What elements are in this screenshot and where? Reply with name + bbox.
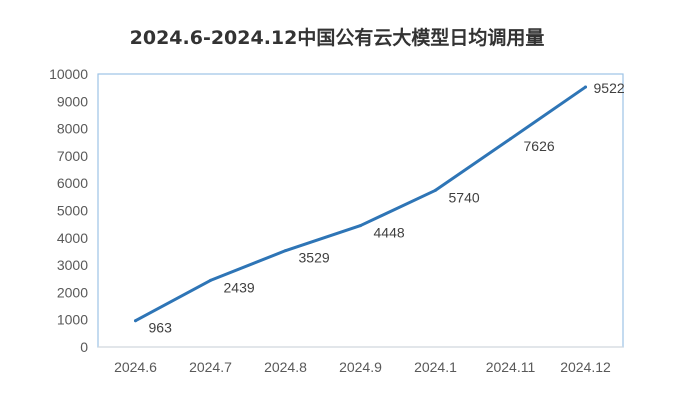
y-tick-label: 3000: [57, 257, 88, 273]
x-tick-label: 2024.6: [114, 359, 157, 375]
data-label: 5740: [449, 189, 480, 205]
y-tick-label: 0: [80, 339, 88, 355]
x-tick-label: 2024.12: [560, 359, 611, 375]
y-tick-label: 8000: [57, 121, 88, 137]
y-tick-label: 1000: [57, 312, 88, 328]
x-axis-tick-labels: 2024.6 2024.7 2024.8 2024.9 2024.1 2024.11 202…: [114, 359, 611, 375]
data-point: [284, 249, 287, 253]
chart-title: 2024.6-2024.12中国公有云大模型日均调用量: [130, 26, 545, 49]
data-labels: 963 2439 3529 4448 5740 7626 9522: [149, 80, 625, 336]
data-label: 4448: [374, 225, 405, 241]
data-point: [359, 224, 362, 228]
y-tick-label: 6000: [57, 175, 88, 191]
series-group: [134, 85, 587, 323]
x-tick-label: 2024.11: [486, 359, 536, 375]
data-point: [584, 85, 587, 89]
series-line: [134, 85, 587, 323]
data-label: 3529: [299, 250, 330, 266]
x-tick-label: 2024.1: [414, 359, 457, 375]
y-axis-tick-labels: 0 1000 2000 3000 4000 5000 6000 7000 8000 9000 100…: [49, 66, 88, 355]
data-label: 9522: [594, 80, 625, 96]
y-tick-label: 10000: [49, 66, 88, 82]
y-tick-label: 9000: [57, 93, 88, 109]
y-tick-label: 5000: [57, 203, 88, 219]
data-point: [509, 137, 512, 141]
data-point: [434, 188, 437, 192]
y-tick-label: 7000: [57, 148, 88, 164]
x-tick-label: 2024.8: [264, 359, 307, 375]
data-label: 2439: [224, 279, 255, 295]
data-label: 963: [149, 320, 173, 336]
y-tick-label: 2000: [57, 284, 88, 300]
y-tick-label: 4000: [57, 230, 88, 246]
data-point: [209, 278, 212, 282]
data-point: [134, 319, 137, 323]
x-tick-label: 2024.9: [339, 359, 382, 375]
data-label: 7626: [524, 138, 555, 154]
x-tick-label: 2024.7: [189, 359, 232, 375]
